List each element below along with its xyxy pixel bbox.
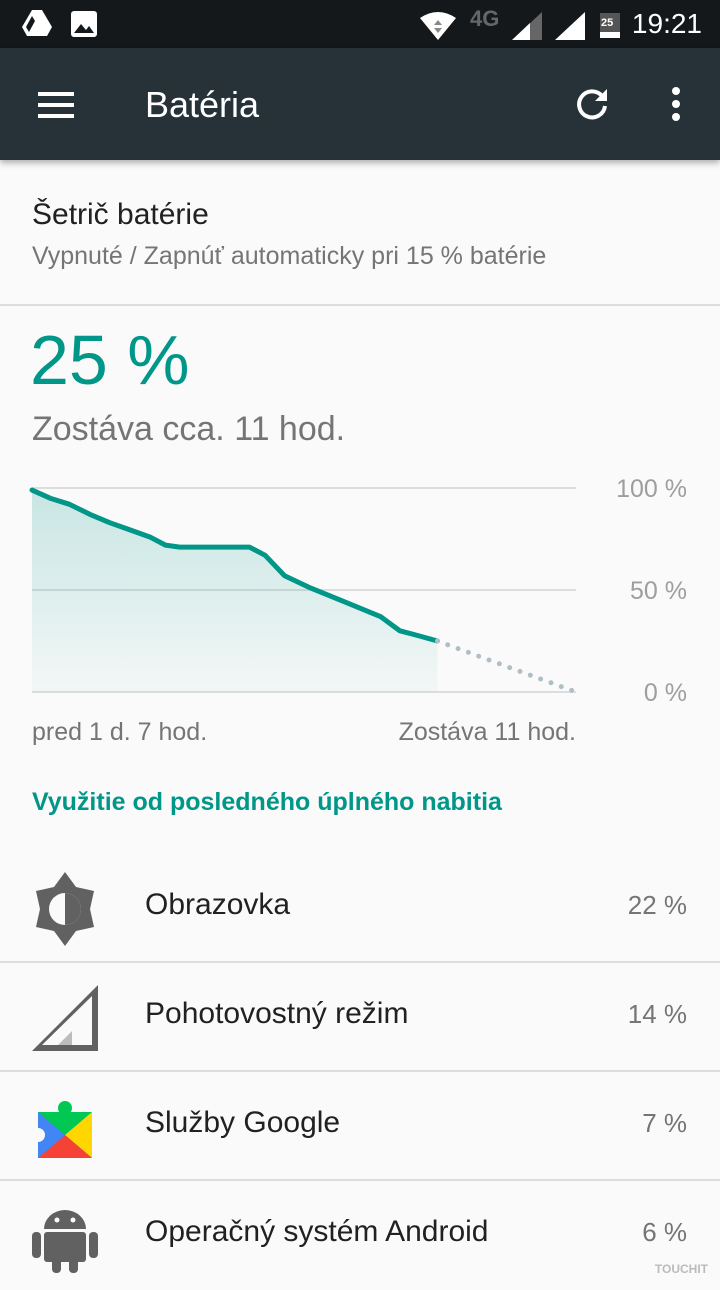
android-icon bbox=[32, 1210, 98, 1273]
y-tick-label: 50 % bbox=[630, 577, 687, 605]
signal-icon bbox=[555, 12, 585, 40]
history-line bbox=[29, 487, 440, 644]
usage-item[interactable]: Služby Google 7 % bbox=[0, 1072, 720, 1181]
network-type: 4G bbox=[470, 6, 500, 31]
usage-item[interactable]: Obrazovka 22 % bbox=[0, 854, 720, 963]
status-bar: 4G 25 19:21 bbox=[0, 0, 720, 48]
signal-icon bbox=[512, 12, 542, 40]
battery-history-chart: 100 % 50 % 0 % bbox=[29, 475, 687, 707]
battery-saver-setting[interactable]: Šetrič batérie Vypnuté / Zapnúť automati… bbox=[0, 160, 720, 306]
app-bar: Batéria bbox=[0, 48, 720, 160]
refresh-icon[interactable] bbox=[574, 86, 610, 122]
x-end-label: Zostáva 11 hod. bbox=[398, 718, 576, 746]
battery-saver-title: Šetrič batérie bbox=[32, 198, 209, 231]
battery-remaining: Zostáva cca. 11 hod. bbox=[32, 410, 346, 448]
menu-icon[interactable] bbox=[38, 92, 74, 118]
drive-icon bbox=[22, 10, 52, 36]
clock: 19:21 bbox=[631, 8, 702, 39]
image-icon bbox=[71, 11, 97, 37]
battery-percent: 25 % bbox=[30, 321, 190, 399]
y-tick-label: 0 % bbox=[644, 679, 687, 707]
page-title: Batéria bbox=[145, 84, 260, 125]
brightness-icon bbox=[36, 872, 94, 946]
usage-section-header: Využitie od posledného úplného nabitia bbox=[32, 788, 502, 816]
x-start-label: pred 1 d. 7 hod. bbox=[32, 718, 208, 746]
cell-standby-icon bbox=[32, 985, 98, 1051]
history-area bbox=[32, 490, 438, 692]
watermark: TOUCHIT bbox=[654, 1262, 708, 1276]
projection-line bbox=[434, 638, 579, 695]
more-vert-icon[interactable] bbox=[670, 86, 682, 122]
battery-saver-subtitle: Vypnuté / Zapnúť automaticky pri 15 % ba… bbox=[32, 242, 547, 270]
google-play-services-icon bbox=[31, 1101, 92, 1158]
battery-icon: 25 bbox=[600, 10, 620, 38]
usage-item[interactable]: Pohotovostný režim 14 % bbox=[0, 963, 720, 1072]
wifi-icon bbox=[420, 12, 456, 40]
y-tick-label: 100 % bbox=[616, 475, 687, 503]
usage-item[interactable]: Operačný systém Android 6 % bbox=[0, 1181, 720, 1290]
